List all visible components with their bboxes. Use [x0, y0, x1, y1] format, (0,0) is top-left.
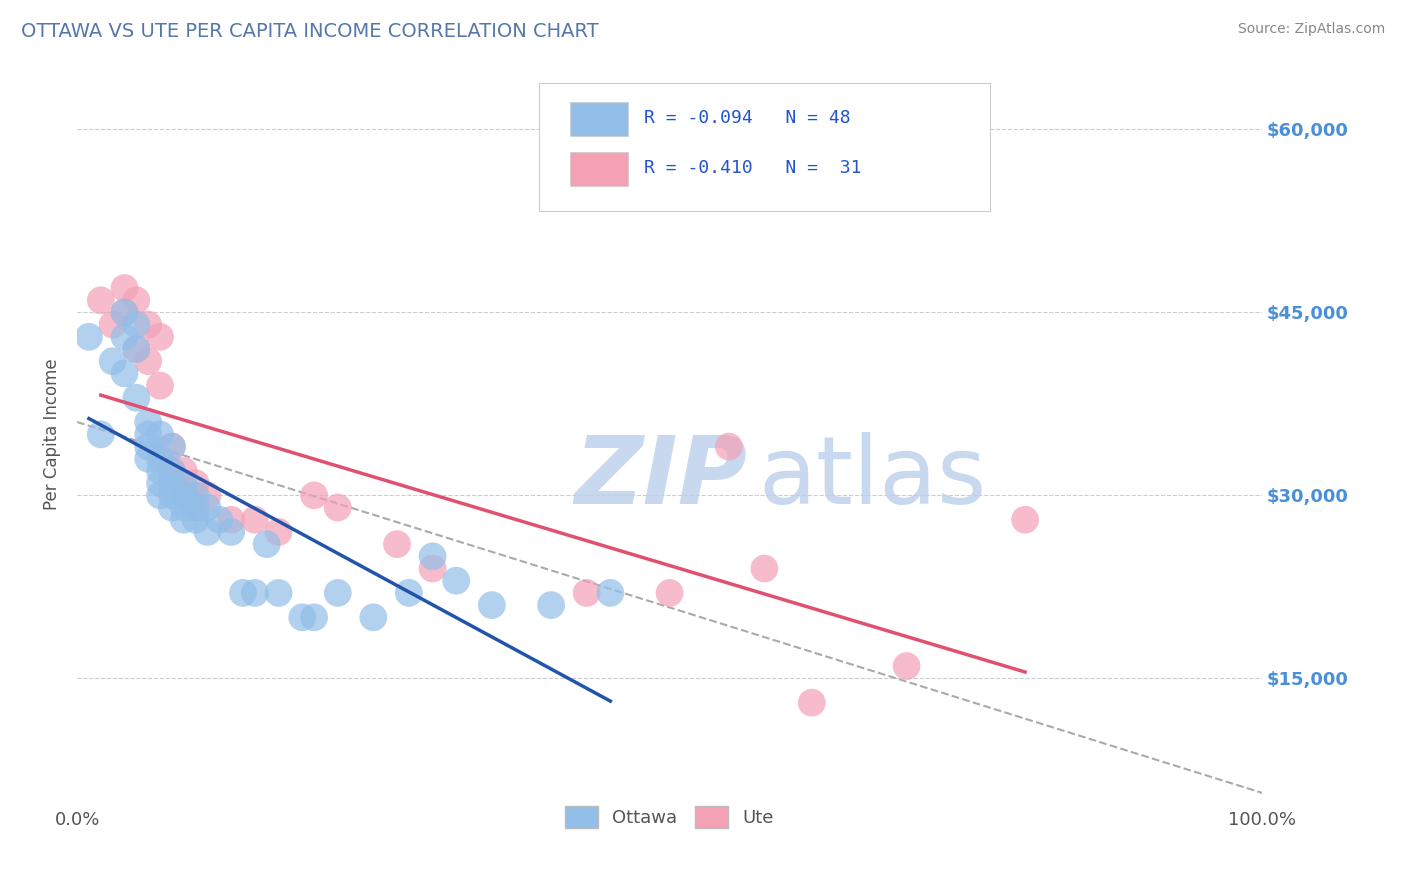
Point — [184, 488, 207, 502]
Point — [149, 427, 172, 442]
Point — [114, 305, 136, 319]
Point — [160, 440, 183, 454]
Point — [540, 598, 562, 612]
Point — [90, 427, 112, 442]
Point — [291, 610, 314, 624]
Point — [125, 342, 148, 356]
Point — [173, 488, 195, 502]
Point — [114, 281, 136, 295]
Point — [800, 696, 823, 710]
Point — [149, 451, 172, 466]
Point — [149, 378, 172, 392]
Text: OTTAWA VS UTE PER CAPITA INCOME CORRELATION CHART: OTTAWA VS UTE PER CAPITA INCOME CORRELAT… — [21, 22, 599, 41]
Point — [114, 305, 136, 319]
Point — [173, 488, 195, 502]
Point — [160, 500, 183, 515]
Point — [326, 500, 349, 515]
Point — [125, 318, 148, 332]
Point — [754, 561, 776, 575]
Point — [125, 342, 148, 356]
Point — [101, 318, 124, 332]
Point — [125, 293, 148, 308]
Point — [136, 415, 159, 429]
Point — [398, 586, 420, 600]
Point — [136, 318, 159, 332]
Point — [160, 476, 183, 491]
Point — [136, 451, 159, 466]
Text: atlas: atlas — [758, 433, 987, 524]
Point — [149, 476, 172, 491]
Point — [160, 464, 183, 478]
Point — [77, 330, 100, 344]
Point — [422, 549, 444, 564]
Point — [160, 488, 183, 502]
Point — [197, 500, 219, 515]
Point — [243, 513, 266, 527]
Point — [326, 586, 349, 600]
FancyBboxPatch shape — [569, 152, 628, 186]
Point — [658, 586, 681, 600]
Text: R = -0.094   N = 48: R = -0.094 N = 48 — [644, 110, 851, 128]
Point — [197, 524, 219, 539]
Y-axis label: Per Capita Income: Per Capita Income — [44, 359, 60, 510]
Point — [302, 610, 325, 624]
Point — [1014, 513, 1036, 527]
Point — [197, 488, 219, 502]
Point — [149, 488, 172, 502]
Point — [173, 464, 195, 478]
Point — [90, 293, 112, 308]
Text: R = -0.410   N =  31: R = -0.410 N = 31 — [644, 159, 860, 177]
Point — [114, 367, 136, 381]
Point — [173, 513, 195, 527]
Point — [184, 500, 207, 515]
Point — [267, 524, 290, 539]
Point — [208, 513, 231, 527]
Point — [101, 354, 124, 368]
Point — [136, 440, 159, 454]
Text: Source: ZipAtlas.com: Source: ZipAtlas.com — [1237, 22, 1385, 37]
Point — [232, 586, 254, 600]
Point — [173, 476, 195, 491]
FancyBboxPatch shape — [540, 83, 990, 211]
Point — [302, 488, 325, 502]
Point — [385, 537, 408, 551]
Point — [184, 500, 207, 515]
Point — [136, 427, 159, 442]
Point — [125, 391, 148, 405]
Point — [717, 440, 740, 454]
Point — [363, 610, 385, 624]
Point — [114, 330, 136, 344]
Point — [896, 659, 918, 673]
Point — [599, 586, 621, 600]
Point — [136, 354, 159, 368]
Point — [256, 537, 278, 551]
Point — [173, 500, 195, 515]
Point — [422, 561, 444, 575]
Point — [243, 586, 266, 600]
Point — [219, 524, 242, 539]
Point — [575, 586, 598, 600]
Point — [184, 476, 207, 491]
Point — [160, 464, 183, 478]
Point — [184, 513, 207, 527]
Point — [149, 330, 172, 344]
Text: ZIP: ZIP — [575, 433, 748, 524]
Point — [149, 464, 172, 478]
Point — [267, 586, 290, 600]
Point — [481, 598, 503, 612]
Legend: Ottawa, Ute: Ottawa, Ute — [558, 798, 780, 835]
Point — [219, 513, 242, 527]
Point — [446, 574, 468, 588]
Point — [160, 440, 183, 454]
FancyBboxPatch shape — [569, 103, 628, 136]
